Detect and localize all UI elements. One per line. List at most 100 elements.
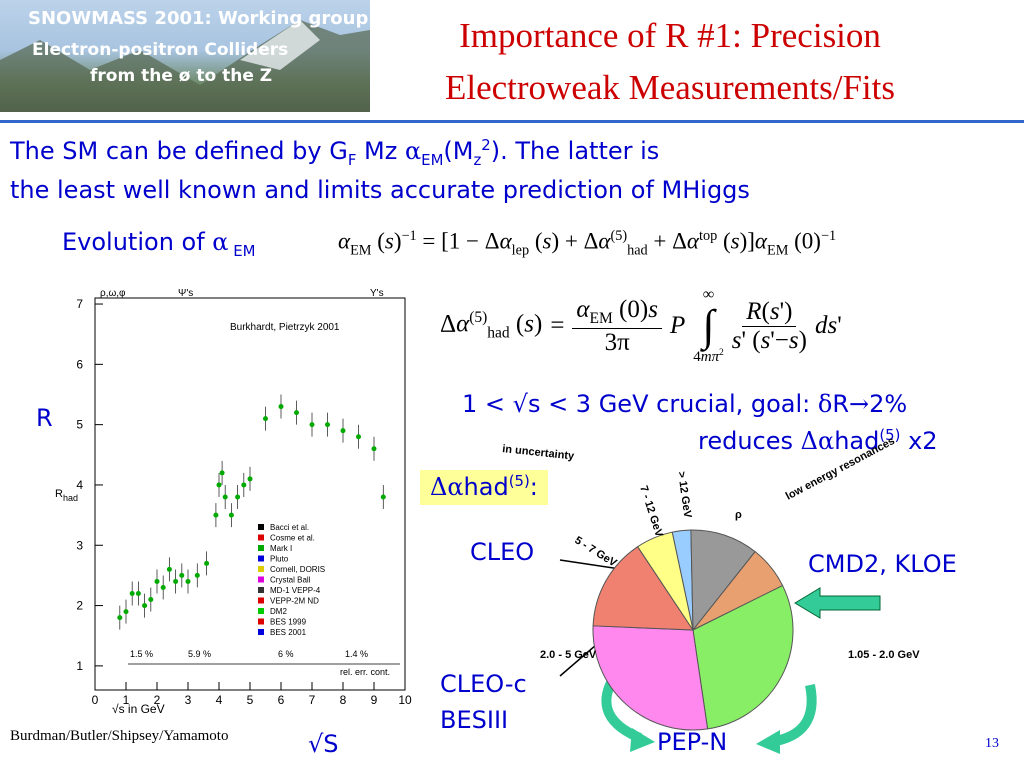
plot-frame [94,297,406,691]
text-piece: ) + Δ [551,228,599,254]
legend-marker [258,576,264,583]
intro-line: the least well known and limits accurate… [10,176,750,204]
text-piece: −1 [820,228,837,244]
eq: = [550,312,565,339]
curved-arrow [769,684,817,747]
text-piece: (5) [879,426,901,444]
text-piece: Mz [356,137,405,165]
p: P [669,312,686,339]
mountains [0,20,370,112]
legend-marker [258,555,264,562]
data-point [123,609,129,615]
text-piece: ' [837,312,842,339]
text-piece: s [648,295,658,323]
snow [240,20,320,70]
curved-arrow [601,665,643,743]
rule [0,120,1024,123]
text-piece: EM [767,242,789,259]
pie-title: in uncertainty [502,443,576,463]
pointer [559,559,643,577]
legend-entry: BES 2001 [270,628,307,637]
legend-entry: DM2 [270,607,287,616]
text-piece: Δα [430,473,464,501]
legend-entry: Bacci et al. [270,523,309,532]
label: CLEO [470,538,535,566]
resonance-label: Ψ's [178,288,193,299]
text-piece: x2 [900,427,938,455]
text-piece: s < 3 GeV crucial, goal: [527,390,818,418]
text-piece: = [1 − Δ [416,228,500,254]
legend-marker [258,629,264,635]
text-piece: )] [739,228,755,254]
legend-entry: Pluto [270,555,289,564]
data-point [185,578,191,584]
y-tick-label: 2 [76,599,83,613]
text-piece: F [347,150,357,169]
data-point [241,482,247,488]
text-piece: s [524,310,534,338]
evolution-formula: αEM (s)−1 = [1 − Δαlep (s) + Δα(5)had + … [338,228,836,259]
lhs: Δα(5)had (s) [440,309,542,342]
text-piece: R [746,297,762,325]
upper: ∞ [702,286,715,303]
label-piece: had [63,493,78,503]
label-piece: R [55,488,63,500]
slice-label: 1.05 - 2.0 GeV [848,649,920,661]
text-piece: α [499,228,512,254]
x-tick-label: 7 [309,693,316,707]
text-piece: √ [512,390,528,418]
label: √S [308,730,339,758]
slice-label: 7 - 12 GeV [637,484,665,539]
text-piece: ds [814,312,838,339]
denominator: 3π [604,328,630,356]
text-piece: EM [589,309,613,327]
text-piece: had [463,473,509,501]
intro-line: The SM can be defined by GF Mz αEM(Mz2).… [10,136,659,169]
text-piece: α [212,228,229,256]
label: CMD2, KLOE [808,550,957,578]
text-piece: α [456,310,470,338]
text-piece: reduces [698,427,801,455]
y-tick-label: 5 [76,418,83,432]
dispersion-formula: Δα(5)had (s) = αEM (0)s 3π P ∞ ∫ 4mπ2 R(s… [440,286,842,366]
text-piece: Evolution of [62,228,213,256]
fraction: αEM (0)s 3π [572,296,662,357]
x-tick-label: 9 [371,693,378,707]
slice-label: 2.0 - 5 GeV [540,649,597,661]
resonance-label: ρ,ω,φ [100,288,126,299]
legend-entry: VEPP-2M ND [270,597,319,606]
errors-label: rel. err. cont. [340,667,390,677]
text-piece: (5) [610,228,628,244]
x-tick-label: 0 [92,693,99,707]
text-piece: (5) [469,309,488,327]
data-point [309,422,315,428]
data-point [154,578,160,584]
data-point [204,560,210,566]
text-piece: had [834,427,880,455]
y-tick-label: 7 [76,297,83,311]
data-point [216,482,222,488]
denominator: s' (s'−s) [732,327,807,355]
text-piece: The SM can be defined by G [10,137,348,165]
text-piece: s [542,228,552,254]
footer: Burdman/Butler/Shipsey/Yamamoto [10,728,229,744]
x-tick-label: 5 [247,693,254,707]
data-point [148,597,154,603]
text-piece: had [487,324,510,342]
text-piece: EM [421,150,444,169]
title: Importance of R #1: Precision [459,16,881,55]
legend-marker [258,587,264,593]
data-point [129,591,135,597]
slice-label: ρ [735,509,742,521]
x-tick-label: 8 [340,693,347,707]
text-piece: Δ [440,310,457,338]
pie-slice [592,546,694,631]
pie-slice [592,625,709,731]
pie-slice [692,584,794,730]
pie-slice [671,529,694,631]
text-piece: EM [228,241,256,260]
x-tick-label: 3 [185,693,192,707]
y-tick-label: 6 [76,357,83,371]
